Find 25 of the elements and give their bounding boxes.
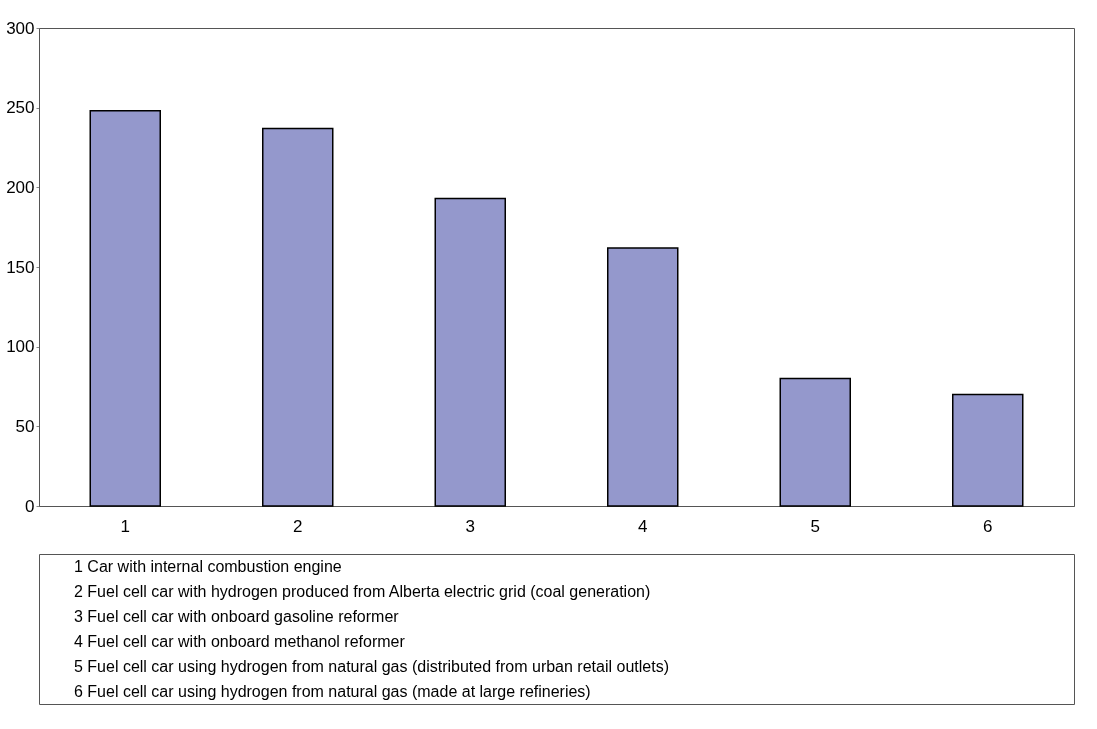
- y-tick-label: 50: [15, 416, 35, 436]
- y-tick-label: 0: [25, 496, 35, 516]
- y-tick-label: 150: [6, 257, 35, 277]
- x-tick-label: 5: [810, 516, 820, 536]
- x-tick-label: 3: [465, 516, 475, 536]
- bar: [779, 377, 851, 507]
- x-tick-label: 6: [983, 516, 993, 536]
- y-tick-label: 100: [6, 337, 35, 357]
- text: 6 Fuel cell car using hydrogen from natural gas (made at large refineries): [74, 682, 591, 700]
- y-tick-label: 200: [6, 177, 35, 197]
- text: 4 Fuel cell car with onboard methanol reformer: [74, 632, 406, 650]
- text: 5 Fuel cell car using hydrogen from natural gas (distributed from urban retail outlets): [74, 657, 669, 675]
- x-tick-label: 4: [638, 516, 648, 536]
- x-tick-label: 2: [293, 516, 303, 536]
- y-tick-label: 300: [6, 18, 35, 38]
- bar: [607, 247, 679, 507]
- y-tick-label: 250: [6, 98, 35, 118]
- bar: [952, 393, 1024, 507]
- text: 2 Fuel cell car with hydrogen produced from Alberta electric grid (coal generation): [74, 582, 651, 600]
- bar: [434, 197, 506, 507]
- x-tick-label: 1: [120, 516, 130, 536]
- text: 1 Car with internal combustion engine: [74, 557, 342, 575]
- bar: [262, 127, 334, 507]
- text: 3 Fuel cell car with onboard gasoline reformer: [74, 607, 400, 625]
- bar: [89, 110, 161, 507]
